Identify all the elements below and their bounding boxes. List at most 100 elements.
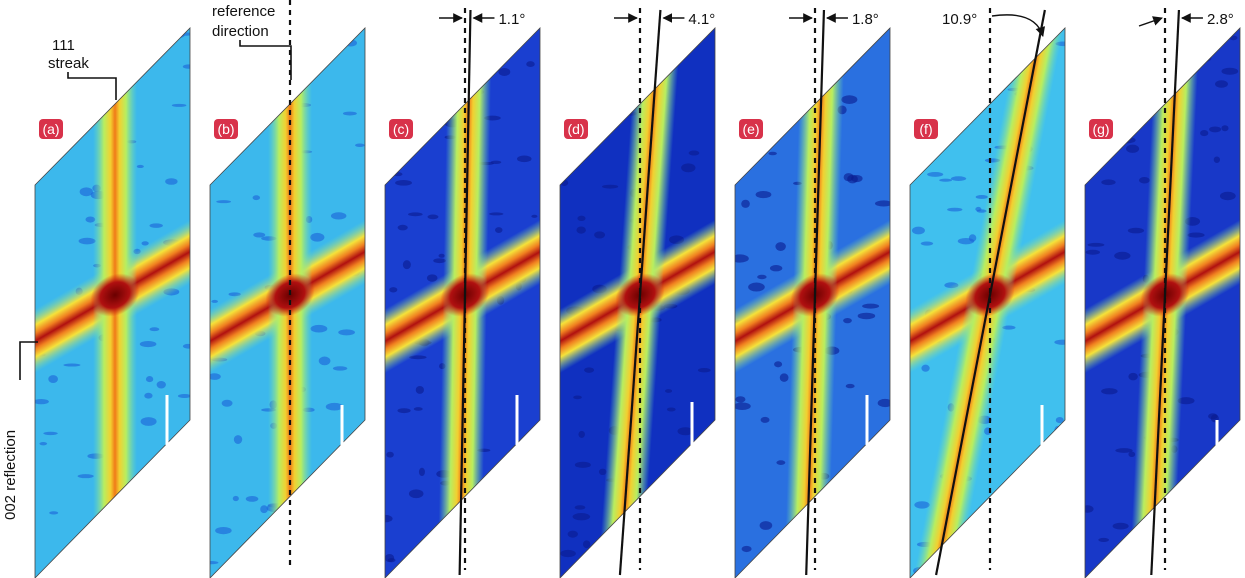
reference-label: reference [212, 3, 275, 20]
contour-blob [1007, 509, 1019, 516]
contour-blob [495, 227, 503, 233]
contour-blob [1128, 373, 1137, 381]
contour-blob [178, 394, 191, 398]
contour-blob [172, 104, 187, 107]
contour-blob [1221, 125, 1228, 131]
contour-blob [939, 179, 952, 182]
contour-blob [157, 381, 166, 388]
contour-blob [1113, 523, 1129, 530]
panel-label: (b) [217, 121, 234, 137]
contour-blob [402, 45, 412, 52]
contour-blob [1208, 413, 1217, 419]
contour-blob [179, 469, 192, 474]
contour-blob [1127, 558, 1145, 562]
contour-blob [927, 57, 934, 62]
panel-label: (a) [42, 121, 59, 137]
contour-blob [689, 150, 700, 155]
contour-blob [522, 570, 536, 577]
contour-blob [750, 30, 765, 35]
contour-blob [965, 35, 983, 42]
contour-blob [331, 212, 346, 219]
contour-blob [573, 395, 582, 399]
panel-label: (f) [919, 121, 932, 137]
contour-blob [988, 568, 995, 575]
contour-blob [211, 300, 218, 303]
contour-blob [858, 313, 876, 320]
contour-blob [1126, 569, 1136, 575]
contour-blob [568, 531, 578, 538]
contour-blob [253, 232, 265, 237]
contour-blob [590, 124, 602, 131]
contour-blob [860, 476, 872, 485]
contour-blob [297, 553, 305, 559]
contour-blob [1009, 512, 1027, 516]
contour-blob [789, 552, 795, 558]
contour-blob [402, 565, 413, 571]
contour-blob [517, 156, 532, 163]
contour-blob [114, 63, 122, 68]
contour-blob [592, 555, 599, 559]
contour-blob [311, 325, 328, 333]
contour-blob [731, 254, 749, 262]
contour-blob [314, 548, 320, 556]
leader [68, 72, 116, 100]
contour-blob [63, 364, 80, 367]
contour-blob [793, 539, 804, 542]
contour-blob [216, 200, 231, 203]
contour-blob [1086, 250, 1100, 255]
contour-blob [756, 191, 772, 198]
contour-blob [1133, 529, 1140, 537]
contour-blob [355, 143, 365, 147]
contour-blob [1114, 252, 1130, 260]
contour-blob [489, 212, 503, 215]
contour-blob [145, 469, 153, 477]
contour-blob [239, 66, 252, 73]
contour-blob [45, 106, 52, 112]
panel-label: (e) [742, 121, 759, 137]
contour-blob [691, 465, 708, 474]
contour-blob [1218, 477, 1229, 485]
angle-label: 10.9° [942, 11, 977, 28]
contour-blob [165, 178, 177, 185]
contour-blob [761, 417, 770, 423]
contour-blob [408, 212, 423, 216]
contour-blob [760, 521, 773, 530]
contour-blob [1101, 388, 1117, 394]
contour-blob [862, 304, 879, 309]
contour-blob [1054, 340, 1070, 345]
contour-blob [959, 34, 970, 39]
reflection-label: 002 reflection [2, 430, 19, 520]
contour-blob [150, 223, 163, 228]
contour-blob [398, 225, 408, 231]
contour-blob [132, 34, 141, 38]
contour-blob [746, 49, 755, 53]
contour-blob [264, 72, 270, 76]
contour-blob [1120, 60, 1135, 66]
contour-blob [789, 43, 798, 48]
contour-blob [204, 561, 219, 564]
contour-blob [594, 231, 605, 238]
contour-blob [439, 28, 457, 37]
contour-blob [443, 75, 458, 82]
contour-blob [734, 402, 751, 410]
panel-label: (g) [1092, 121, 1109, 137]
contour-blob [943, 108, 953, 116]
contour-blob [183, 344, 193, 349]
contour-blob [1209, 126, 1221, 132]
contour-blob [584, 367, 594, 373]
contour-blob [1128, 228, 1144, 234]
contour-blob [583, 540, 590, 548]
contour-blob [1221, 68, 1238, 75]
angle-label: 4.1° [688, 11, 715, 28]
contour-blob [560, 550, 576, 557]
contour-blob [222, 400, 233, 407]
contour-blob [675, 26, 685, 34]
contour-blob [762, 30, 779, 39]
contour-blob [397, 408, 410, 413]
contour-blob [703, 464, 715, 473]
contour-blob [386, 162, 392, 169]
contour-blob [215, 165, 225, 170]
contour-blob [912, 227, 925, 235]
contour-blob [42, 75, 59, 83]
contour-blob [389, 287, 397, 292]
